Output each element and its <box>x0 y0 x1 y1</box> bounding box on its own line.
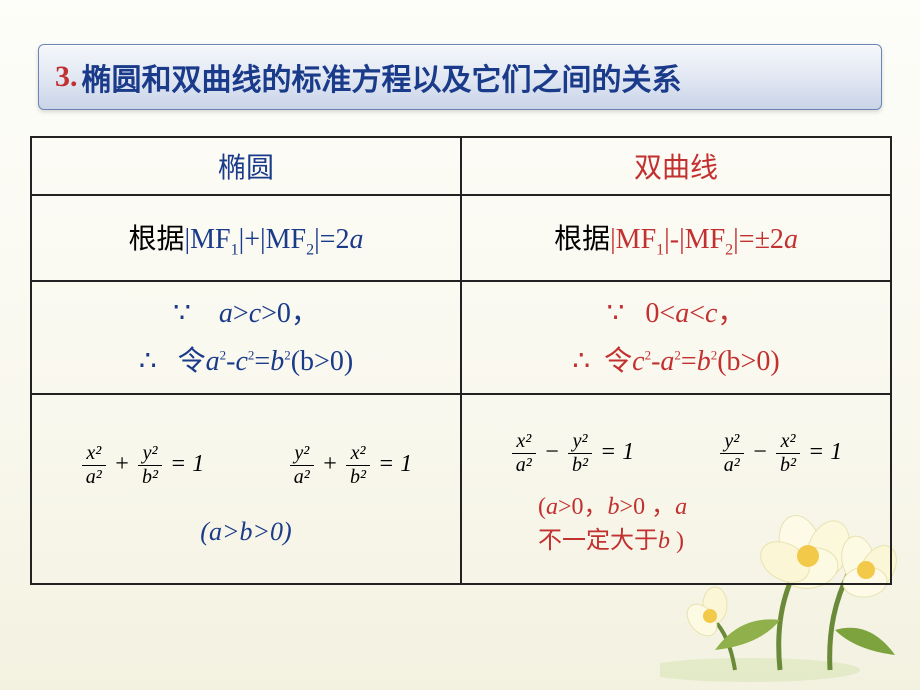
ellipse-eq-1: x²a² + y²b² = 1 <box>80 442 204 489</box>
title-banner: 3. 椭圆和双曲线的标准方程以及它们之间的关系 <box>38 44 882 110</box>
hyperbola-equations: x²a² − y²b² = 1 y²a² − x²b² = 1 (a>0，b>0… <box>461 394 891 584</box>
def-lead: 根据 <box>554 224 610 255</box>
ellipse-definition: 根据|MF1|+|MF2|=2a <box>31 195 461 281</box>
hyperbola-relation: ∵ 0<a<c， ∴ 令c2-a2=b2(b>0) <box>461 281 891 394</box>
relation-row: ∵ a>c>0， ∴ 令a2-c2=b2(b>0) ∵ 0<a<c， ∴ 令c2… <box>31 281 891 394</box>
equation-row: x²a² + y²b² = 1 y²a² + x²b² = 1 (a>b>0) … <box>31 394 891 584</box>
hyperbola-eq-1: x²a² − y²b² = 1 <box>510 430 634 477</box>
title-text: 椭圆和双曲线的标准方程以及它们之间的关系 <box>82 55 682 99</box>
title-number: 3. <box>55 60 78 94</box>
header-ellipse: 椭圆 <box>31 137 461 195</box>
header-hyperbola: 双曲线 <box>461 137 891 195</box>
definition-row: 根据|MF1|+|MF2|=2a 根据|MF1|-|MF2|=±2a <box>31 195 891 281</box>
hyperbola-definition: 根据|MF1|-|MF2|=±2a <box>461 195 891 281</box>
hyperbola-condition: (a>0，b>0 ，a 不一定大于b ) <box>468 491 884 558</box>
def-lead: 根据 <box>129 224 185 255</box>
hyperbola-eq-2: y²a² − x²b² = 1 <box>718 430 842 477</box>
ellipse-relation: ∵ a>c>0， ∴ 令a2-c2=b2(b>0) <box>31 281 461 394</box>
comparison-table: 椭圆 双曲线 根据|MF1|+|MF2|=2a 根据|MF1|-|MF2|=±2… <box>30 136 892 585</box>
ellipse-equations: x²a² + y²b² = 1 y²a² + x²b² = 1 (a>b>0) <box>31 394 461 584</box>
ellipse-condition: (a>b>0) <box>38 517 454 547</box>
ellipse-eq-2: y²a² + x²b² = 1 <box>288 442 412 489</box>
header-row: 椭圆 双曲线 <box>31 137 891 195</box>
